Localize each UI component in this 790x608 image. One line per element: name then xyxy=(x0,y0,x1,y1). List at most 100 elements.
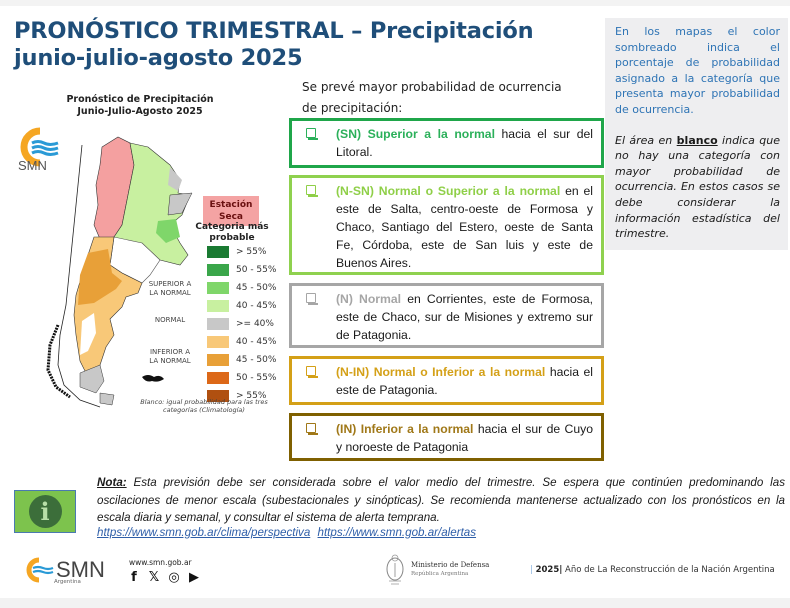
dry-season-label: Estación Seca xyxy=(203,196,259,226)
legend-group-superior-line-2: LA NORMAL xyxy=(149,289,191,297)
legend-label: 40 - 45% xyxy=(236,337,277,347)
year-separator: | xyxy=(559,565,563,575)
smn-logo-icon xyxy=(20,127,59,167)
legend-swatch xyxy=(207,390,229,402)
legend-title: Categoria más probable xyxy=(193,222,271,244)
category-title: (N-IN) Normal o Inferior a la normal xyxy=(336,365,546,379)
category-text: hacia el este de Patagonia. xyxy=(336,365,593,397)
footer-smn-logo-icon xyxy=(26,557,54,583)
legend-swatch xyxy=(207,264,229,276)
legend-swatch xyxy=(207,300,229,312)
legend-label: >= 40% xyxy=(236,319,274,329)
map-title-line-2: Junio-Julio-Agosto 2025 xyxy=(77,106,203,117)
checkbox-bullet-icon xyxy=(306,185,318,197)
legend-swatch xyxy=(207,336,229,348)
year-slogan-text: Año de La Reconstrucción de la Nación Ar… xyxy=(562,565,775,575)
legend-row: > 55% xyxy=(207,246,266,258)
legend-swatch xyxy=(207,282,229,294)
ministry-line-1: Ministerio de Defensa xyxy=(411,561,490,569)
year-bar: | xyxy=(530,565,533,575)
legend-label: 45 - 50% xyxy=(236,355,277,365)
nota-body: Esta previsión debe ser considerada sobr… xyxy=(97,476,785,524)
year: 2025 xyxy=(535,565,560,575)
legend-swatch xyxy=(207,318,229,330)
category-text: hacia el sur de Cuyo y noroeste de Patag… xyxy=(336,422,593,454)
footer-social-icons: f 𝕏 ◎ ▶ xyxy=(127,570,201,585)
legend-title-line-2: probable xyxy=(209,233,255,243)
legend-label: 50 - 55% xyxy=(236,265,277,275)
link-perspectiva[interactable]: https://www.smn.gob.ar/clima/perspectiva xyxy=(97,526,311,539)
info-paragraph-1: En los mapas el color sombreado indica e… xyxy=(615,25,780,116)
legend-label: 45 - 50% xyxy=(236,283,277,293)
info-icon: i xyxy=(14,490,76,533)
legend-group-inferior-line-1: INFERIOR A xyxy=(149,348,191,356)
facebook-icon[interactable]: f xyxy=(131,570,137,585)
nota-label: Nota: xyxy=(97,476,127,489)
legend-row: > 55% xyxy=(207,390,266,402)
intro-line-2: de precipitación: xyxy=(302,101,403,115)
dry-season-line-1: Estación xyxy=(209,200,253,210)
footer-year-slogan: | 2025| Año de La Reconstrucción de la N… xyxy=(530,565,775,575)
footer-ministry: Ministerio de Defensa República Argentin… xyxy=(385,553,489,587)
legend-row: 45 - 50% xyxy=(207,282,276,294)
youtube-icon[interactable]: ▶ xyxy=(189,570,199,585)
instagram-icon[interactable]: ◎ xyxy=(168,570,180,585)
national-seal-icon xyxy=(386,554,404,585)
checkbox-bullet-icon xyxy=(306,128,318,140)
info-paragraph-2: El área en blanco indica que no hay una … xyxy=(615,133,780,242)
legend-row: 45 - 50% xyxy=(207,354,276,366)
category-box-in: (IN) Inferior a la normal hacia el sur d… xyxy=(289,413,604,461)
legend-group-inferior: INFERIOR A LA NORMAL xyxy=(135,348,205,366)
x-twitter-icon[interactable]: 𝕏 xyxy=(148,570,160,585)
legend-label: 50 - 55% xyxy=(236,373,277,383)
legend-swatch xyxy=(207,246,229,258)
category-title: (IN) Inferior a la normal xyxy=(336,422,474,436)
footer-smn-logo: SMN xyxy=(24,557,105,583)
category-text: en Corrientes, este de Formosa, este de … xyxy=(336,292,594,342)
bottom-bar xyxy=(0,598,790,608)
legend-label: 40 - 45% xyxy=(236,301,277,311)
info-circle-icon: i xyxy=(28,495,62,528)
legend-label: > 55% xyxy=(236,247,267,257)
footer-smn-subtitle: Argentina xyxy=(54,579,81,585)
info-panel: En los mapas el color sombreado indica e… xyxy=(605,18,788,250)
smn-logo-text: SMN xyxy=(18,158,47,173)
argentina-forecast-map xyxy=(46,136,193,408)
info-p2-before: El área en xyxy=(615,133,677,147)
map-footnote: Blanco: igual probabilidad para las tres… xyxy=(124,398,284,414)
legend-swatch xyxy=(207,354,229,366)
checkbox-bullet-icon xyxy=(306,366,318,378)
category-title: (SN) Superior a la normal xyxy=(336,127,495,141)
ministry-text: Ministerio de Defensa República Argentin… xyxy=(411,561,489,579)
category-text: hacia el sur del Litoral. xyxy=(336,127,593,159)
map-title-line-1: Pronóstico de Precipitación xyxy=(66,94,214,105)
legend-group-superior: SUPERIOR A LA NORMAL xyxy=(135,280,205,298)
title-line-2: junio-julio-agosto 2025 xyxy=(14,45,303,71)
legend-row: 50 - 55% xyxy=(207,372,276,384)
map-title: Pronóstico de Precipitación Junio-Julio-… xyxy=(60,94,220,118)
legend-swatch xyxy=(207,372,229,384)
legend-row: >= 40% xyxy=(207,318,274,330)
legend-row: 40 - 45% xyxy=(207,336,276,348)
top-bar xyxy=(0,0,790,6)
link-alertas[interactable]: https://www.smn.gob.ar/alertas xyxy=(317,526,477,539)
category-title: (N-SN) Normal o Superior a la normal xyxy=(336,184,561,198)
dry-season-line-2: Seca xyxy=(219,212,243,222)
map-footnote-line-2: categorías (Climatología) xyxy=(163,406,245,414)
nota-links: https://www.smn.gob.ar/clima/perspectiva… xyxy=(97,526,480,539)
legend-group-superior-line-1: SUPERIOR A xyxy=(148,280,192,288)
legend-row: 50 - 55% xyxy=(207,264,276,276)
category-text: en el este de Salta, centro-oeste de For… xyxy=(336,184,593,270)
category-box-n-in: (N-IN) Normal o Inferior a la normal hac… xyxy=(289,356,604,405)
checkbox-bullet-icon xyxy=(306,293,318,305)
category-box-sn: (SN) Superior a la normal hacia el sur d… xyxy=(289,118,604,168)
legend-group-inferior-line-2: LA NORMAL xyxy=(149,357,191,365)
legend-label: > 55% xyxy=(236,391,267,401)
nota-text: Nota: Esta previsión debe ser considerad… xyxy=(97,474,785,527)
legend-row: 40 - 45% xyxy=(207,300,276,312)
intro-text: Se prevé mayor probabilidad de ocurrenci… xyxy=(302,77,562,119)
page-title: PRONÓSTICO TRIMESTRAL – Precipitación ju… xyxy=(14,18,534,72)
info-p2-after: indica que no hay una categoría con mayo… xyxy=(615,133,780,241)
legend-title-line-1: Categoria más xyxy=(195,222,269,232)
footer-website[interactable]: www.smn.gob.ar xyxy=(129,558,192,567)
